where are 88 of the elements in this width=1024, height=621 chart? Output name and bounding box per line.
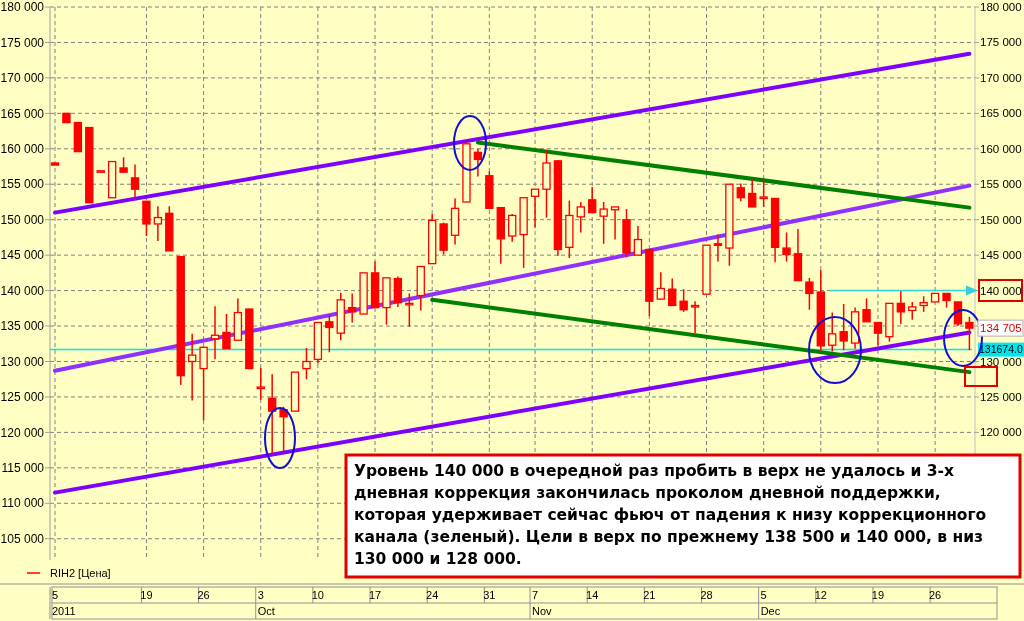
x-tick-label: 14 — [586, 589, 599, 601]
candlestick — [187, 333, 197, 402]
y-tick-label: 105 000 — [0, 531, 45, 546]
y-tick-label: 175 000 — [0, 35, 45, 50]
candlestick — [748, 179, 757, 208]
x-tick-label: 7 — [532, 589, 539, 601]
candlestick — [576, 201, 585, 234]
y2-tick-label: 155 000 — [980, 178, 1022, 191]
x-tick-label: 31 — [483, 589, 496, 601]
ref-line-label: 131674.0 — [979, 343, 1023, 356]
x-tick-label: 17 — [368, 589, 382, 601]
x-tick-label: 24 — [426, 589, 439, 601]
x-tick-label: 21 — [643, 589, 656, 601]
candlestick — [633, 225, 643, 256]
y-tick-label: 155 000 — [0, 177, 45, 192]
x-tick-label: 10 — [311, 589, 325, 601]
y2-tick-label: 140 000 — [980, 284, 1022, 297]
candlestick — [873, 321, 883, 346]
candlestick — [530, 188, 540, 229]
y-tick-label: 130 000 — [0, 354, 45, 369]
y2-tick-label: 125 000 — [980, 390, 1022, 403]
candlestick — [222, 313, 231, 350]
text: Oct — [257, 605, 275, 617]
y-tick-label: 150 000 — [0, 212, 45, 227]
y-tick-label: 170 000 — [0, 71, 45, 86]
x-tick-label: 26 — [928, 589, 942, 601]
candlestick — [267, 373, 277, 455]
candlestick — [142, 200, 151, 237]
candlestick — [782, 231, 791, 263]
candlestick — [405, 292, 414, 328]
candlestick — [588, 186, 597, 214]
legend-label: RIH2 [Цена] — [50, 566, 111, 579]
x-tick-label: 3 — [257, 589, 264, 601]
x-tick-label: 5 — [51, 589, 59, 601]
candlestick — [473, 148, 483, 178]
y-tick-label: 145 000 — [0, 248, 45, 263]
y2-tick-label: 180 000 — [980, 1, 1022, 14]
candlestick — [862, 297, 871, 323]
y-tick-label: 115 000 — [1, 461, 45, 476]
candlestick — [256, 367, 265, 401]
y2-tick-label: 150 000 — [980, 213, 1022, 226]
candlestick — [953, 301, 963, 327]
text: Nov — [532, 605, 553, 617]
annotation: Уровень 140 000 в очередной раз пробить в верх не удалось и 3-х дневная коррекция закончилась проколом дневной поддержки, которая удерживает сейчас фьюч от падения к низу коррекционного канала (зеленый). Цели в верх по прежнему 138 500 и 140 000, в низ 130 000 и 128 000. — [353, 461, 988, 570]
candlestick — [805, 277, 814, 311]
text: Dec — [760, 605, 781, 617]
y-tick-label: 135 000 — [0, 319, 45, 334]
candlestick — [610, 206, 620, 241]
candlestick — [130, 163, 140, 199]
candlestick — [713, 233, 723, 263]
candlestick — [656, 271, 665, 301]
candlestick — [679, 288, 688, 313]
candlestick — [508, 213, 517, 243]
y-tick-label: 160 000 — [0, 141, 45, 156]
text: 2011 — [52, 605, 76, 617]
x-tick-label: 28 — [700, 589, 713, 601]
y-tick-label: 120 000 — [0, 425, 45, 440]
x-tick-label: 19 — [871, 589, 885, 601]
candlestick — [896, 289, 906, 325]
candlestick — [759, 179, 768, 208]
candlestick — [668, 277, 677, 307]
candlestick — [302, 347, 311, 380]
candlestick — [279, 406, 288, 453]
y-tick-label: 125 000 — [0, 390, 45, 405]
candlestick — [153, 205, 163, 242]
y2-tick-label: 130 000 — [980, 355, 1022, 368]
text: 134 705 — [980, 322, 1022, 335]
x-tick-label: 19 — [140, 589, 153, 601]
candlestick — [839, 303, 848, 351]
candlestick — [599, 201, 608, 245]
candlestick — [325, 314, 334, 354]
y2-tick-label: 120 000 — [980, 426, 1022, 439]
y-tick-label: 165 000 — [0, 106, 45, 121]
y-tick-label: 180 000 — [0, 0, 45, 15]
x-tick-label: 26 — [197, 589, 210, 601]
y2-tick-label: 145 000 — [980, 249, 1022, 262]
y2-tick-label: 160 000 — [980, 142, 1022, 155]
y-tick-label: 140 000 — [0, 283, 45, 298]
y2-tick-label: 170 000 — [980, 71, 1022, 84]
candlestick — [690, 300, 700, 334]
y2-tick-label: 175 000 — [980, 36, 1022, 49]
x-tick-label: 5 — [760, 589, 767, 601]
y2-tick-label: 165 000 — [980, 107, 1022, 120]
candlestick — [199, 346, 208, 422]
y-tick-label: 110 000 — [1, 496, 45, 511]
candlestick — [347, 292, 357, 324]
candlestick — [828, 311, 837, 353]
x-tick-label: 12 — [814, 589, 827, 601]
